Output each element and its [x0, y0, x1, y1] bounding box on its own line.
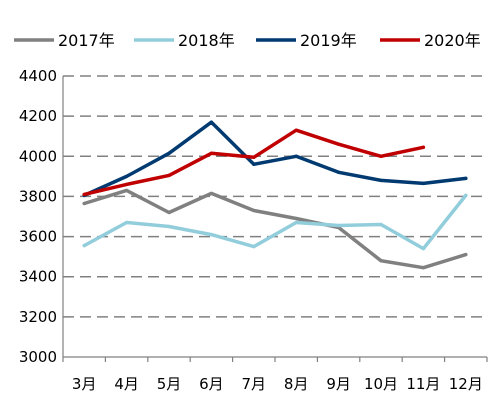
- data-point: [421, 266, 425, 270]
- data-point: [294, 220, 298, 225]
- data-point: [125, 182, 129, 186]
- data-point: [421, 145, 425, 149]
- legend-item: 2020年: [380, 31, 481, 50]
- legend-label: 2019年: [300, 31, 357, 50]
- data-point: [294, 154, 298, 158]
- x-tick-label: 8月: [284, 375, 309, 393]
- x-tick-label: 5月: [157, 375, 182, 393]
- data-point: [209, 232, 213, 237]
- legend-item: 2017年: [14, 31, 115, 50]
- y-tick-label: 3600: [19, 228, 57, 246]
- data-point: [464, 176, 468, 180]
- data-point: [82, 244, 86, 248]
- data-point: [252, 162, 256, 166]
- data-point: [421, 247, 425, 251]
- legend-label: 2017年: [58, 31, 115, 50]
- data-point: [209, 191, 213, 196]
- data-point: [337, 223, 341, 228]
- data-point: [252, 155, 256, 159]
- data-point: [209, 151, 213, 155]
- x-tick-label: 4月: [114, 375, 139, 393]
- data-point: [167, 151, 171, 155]
- data-point: [125, 188, 129, 193]
- legend-item: 2019年: [256, 31, 357, 50]
- x-tick-label: 7月: [242, 375, 267, 393]
- series-line-1: [82, 193, 468, 251]
- y-tick-label: 4400: [19, 67, 57, 85]
- grid-layer: [63, 75, 487, 318]
- x-tick-label: 11月: [406, 375, 440, 393]
- x-tick-label: 3月: [72, 375, 97, 393]
- data-point: [167, 210, 171, 215]
- series-layer: [82, 120, 468, 270]
- x-tick-label: 9月: [326, 375, 351, 393]
- data-point: [421, 181, 425, 185]
- data-point: [379, 222, 383, 227]
- y-tick-label: 4200: [19, 107, 57, 125]
- x-tick-label: 6月: [199, 375, 224, 393]
- data-point: [125, 220, 129, 225]
- data-point: [294, 128, 298, 132]
- series-line-2: [82, 120, 468, 198]
- legend-label: 2018年: [178, 31, 235, 50]
- data-point: [464, 193, 468, 198]
- data-point: [125, 174, 129, 178]
- data-point: [167, 173, 171, 177]
- y-tick-label: 4000: [19, 147, 57, 165]
- axis-layer: 3000 3200 3400 3600 3800 4000 4200 4400 3月 4月 5月 6月…: [19, 67, 488, 393]
- data-point: [209, 120, 213, 124]
- data-point: [252, 208, 256, 213]
- data-point: [82, 192, 86, 197]
- x-tick-label: 10月: [364, 375, 398, 393]
- legend-item: 2018年: [134, 31, 235, 50]
- data-point: [379, 259, 383, 263]
- data-point: [337, 170, 341, 174]
- data-point: [294, 216, 298, 221]
- data-point: [167, 224, 171, 229]
- data-point: [82, 201, 86, 206]
- y-tick-label: 3400: [19, 268, 57, 286]
- y-tick-label: 3800: [19, 187, 57, 205]
- data-point: [379, 154, 383, 158]
- data-point: [337, 142, 341, 146]
- y-tick-label: 3200: [19, 308, 57, 326]
- legend: 2017年 2018年 2019年 2020年: [14, 31, 481, 50]
- data-point: [464, 253, 468, 257]
- data-point: [252, 245, 256, 249]
- x-tick-label: 12月: [449, 375, 483, 393]
- y-tick-label: 3000: [19, 348, 57, 366]
- series-line-0: [82, 188, 468, 270]
- legend-label: 2020年: [424, 31, 481, 50]
- data-point: [379, 178, 383, 182]
